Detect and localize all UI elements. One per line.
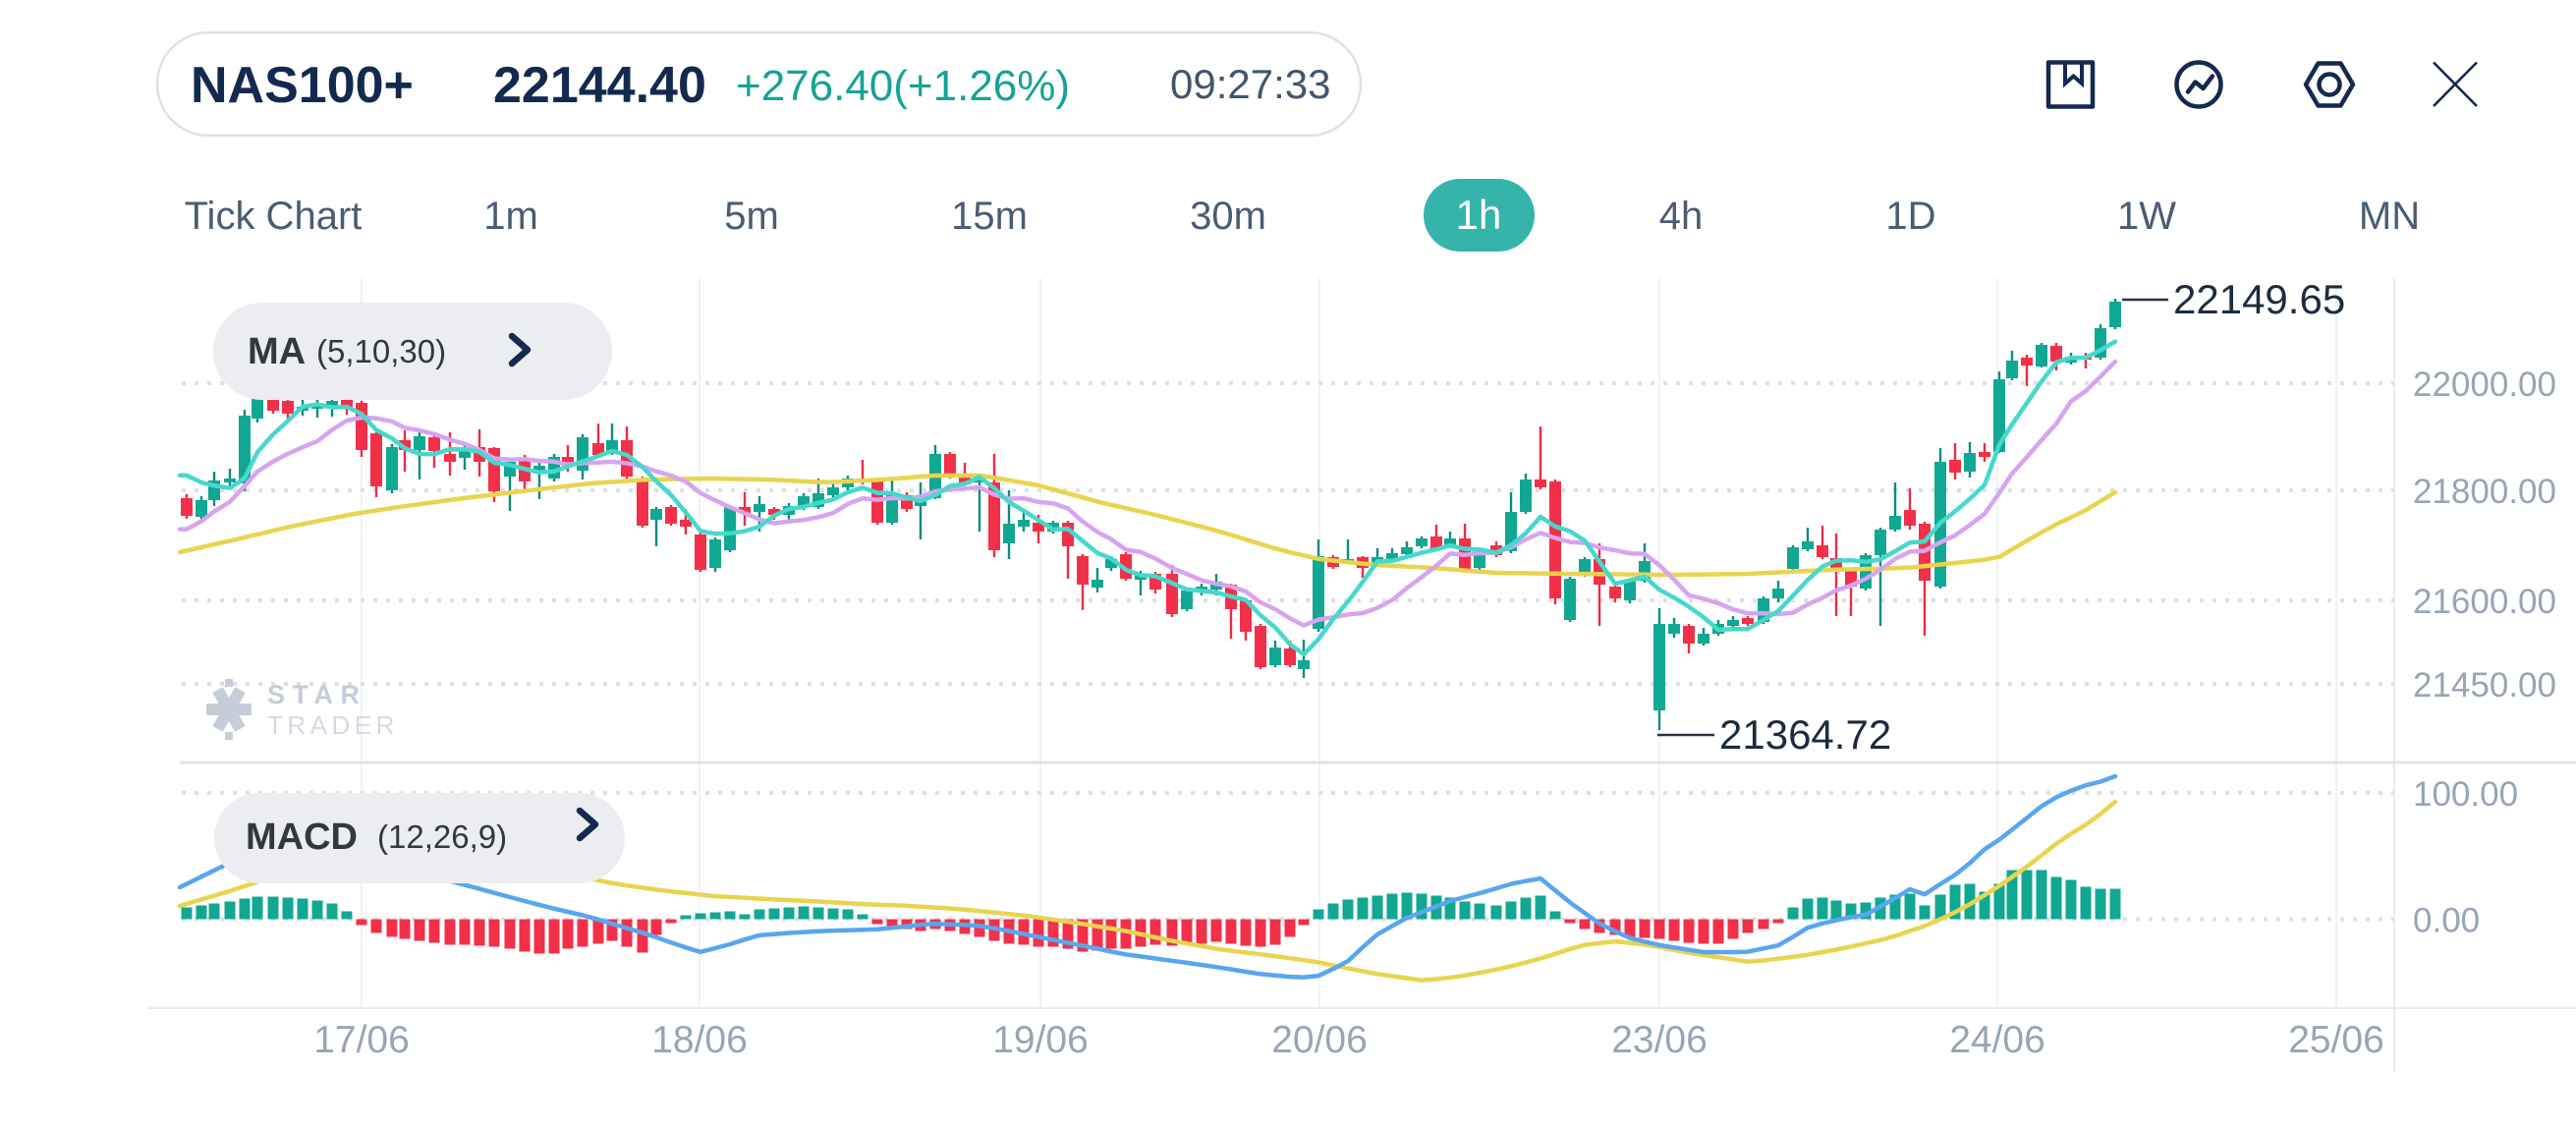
svg-text:22149.65: 22149.65 <box>2173 276 2345 322</box>
svg-text:1m: 1m <box>483 195 538 238</box>
svg-text:Tick Chart: Tick Chart <box>185 195 363 238</box>
svg-text:1W: 1W <box>2117 195 2176 238</box>
svg-text:17/06: 17/06 <box>313 1019 410 1061</box>
svg-text:21800.00: 21800.00 <box>2413 473 2556 511</box>
svg-text:STAR: STAR <box>267 680 367 709</box>
svg-text:20/06: 20/06 <box>1271 1019 1368 1061</box>
svg-text:(5,10,30): (5,10,30) <box>316 333 446 369</box>
svg-text:22144.40: 22144.40 <box>493 57 706 114</box>
svg-text:19/06: 19/06 <box>992 1019 1089 1061</box>
svg-text:22000.00: 22000.00 <box>2413 366 2556 404</box>
svg-text:MA: MA <box>248 331 306 372</box>
svg-text:+276.40(+1.26%): +276.40(+1.26%) <box>736 62 1070 110</box>
svg-text:0.00: 0.00 <box>2413 902 2480 940</box>
svg-text:MACD: MACD <box>246 817 358 858</box>
svg-text:23/06: 23/06 <box>1611 1019 1708 1061</box>
svg-text:18/06: 18/06 <box>651 1019 748 1061</box>
svg-text:21364.72: 21364.72 <box>1719 711 1891 758</box>
svg-text:24/06: 24/06 <box>1949 1019 2045 1061</box>
svg-text:21450.00: 21450.00 <box>2413 666 2556 705</box>
svg-text:30m: 30m <box>1190 195 1266 238</box>
svg-text:(12,26,9): (12,26,9) <box>377 818 507 855</box>
svg-text:4h: 4h <box>1659 195 1704 238</box>
svg-text:MN: MN <box>2359 195 2420 238</box>
svg-text:15m: 15m <box>951 195 1028 238</box>
svg-text:21600.00: 21600.00 <box>2413 583 2556 621</box>
svg-text:09:27:33: 09:27:33 <box>1170 61 1331 107</box>
svg-text:100.00: 100.00 <box>2413 775 2518 814</box>
svg-text:NAS100+: NAS100+ <box>191 57 414 114</box>
svg-text:25/06: 25/06 <box>2288 1019 2384 1061</box>
svg-text:1h: 1h <box>1456 192 1502 238</box>
svg-text:1D: 1D <box>1885 195 1935 238</box>
svg-text:TRADER: TRADER <box>267 710 399 740</box>
svg-text:5m: 5m <box>724 195 779 238</box>
